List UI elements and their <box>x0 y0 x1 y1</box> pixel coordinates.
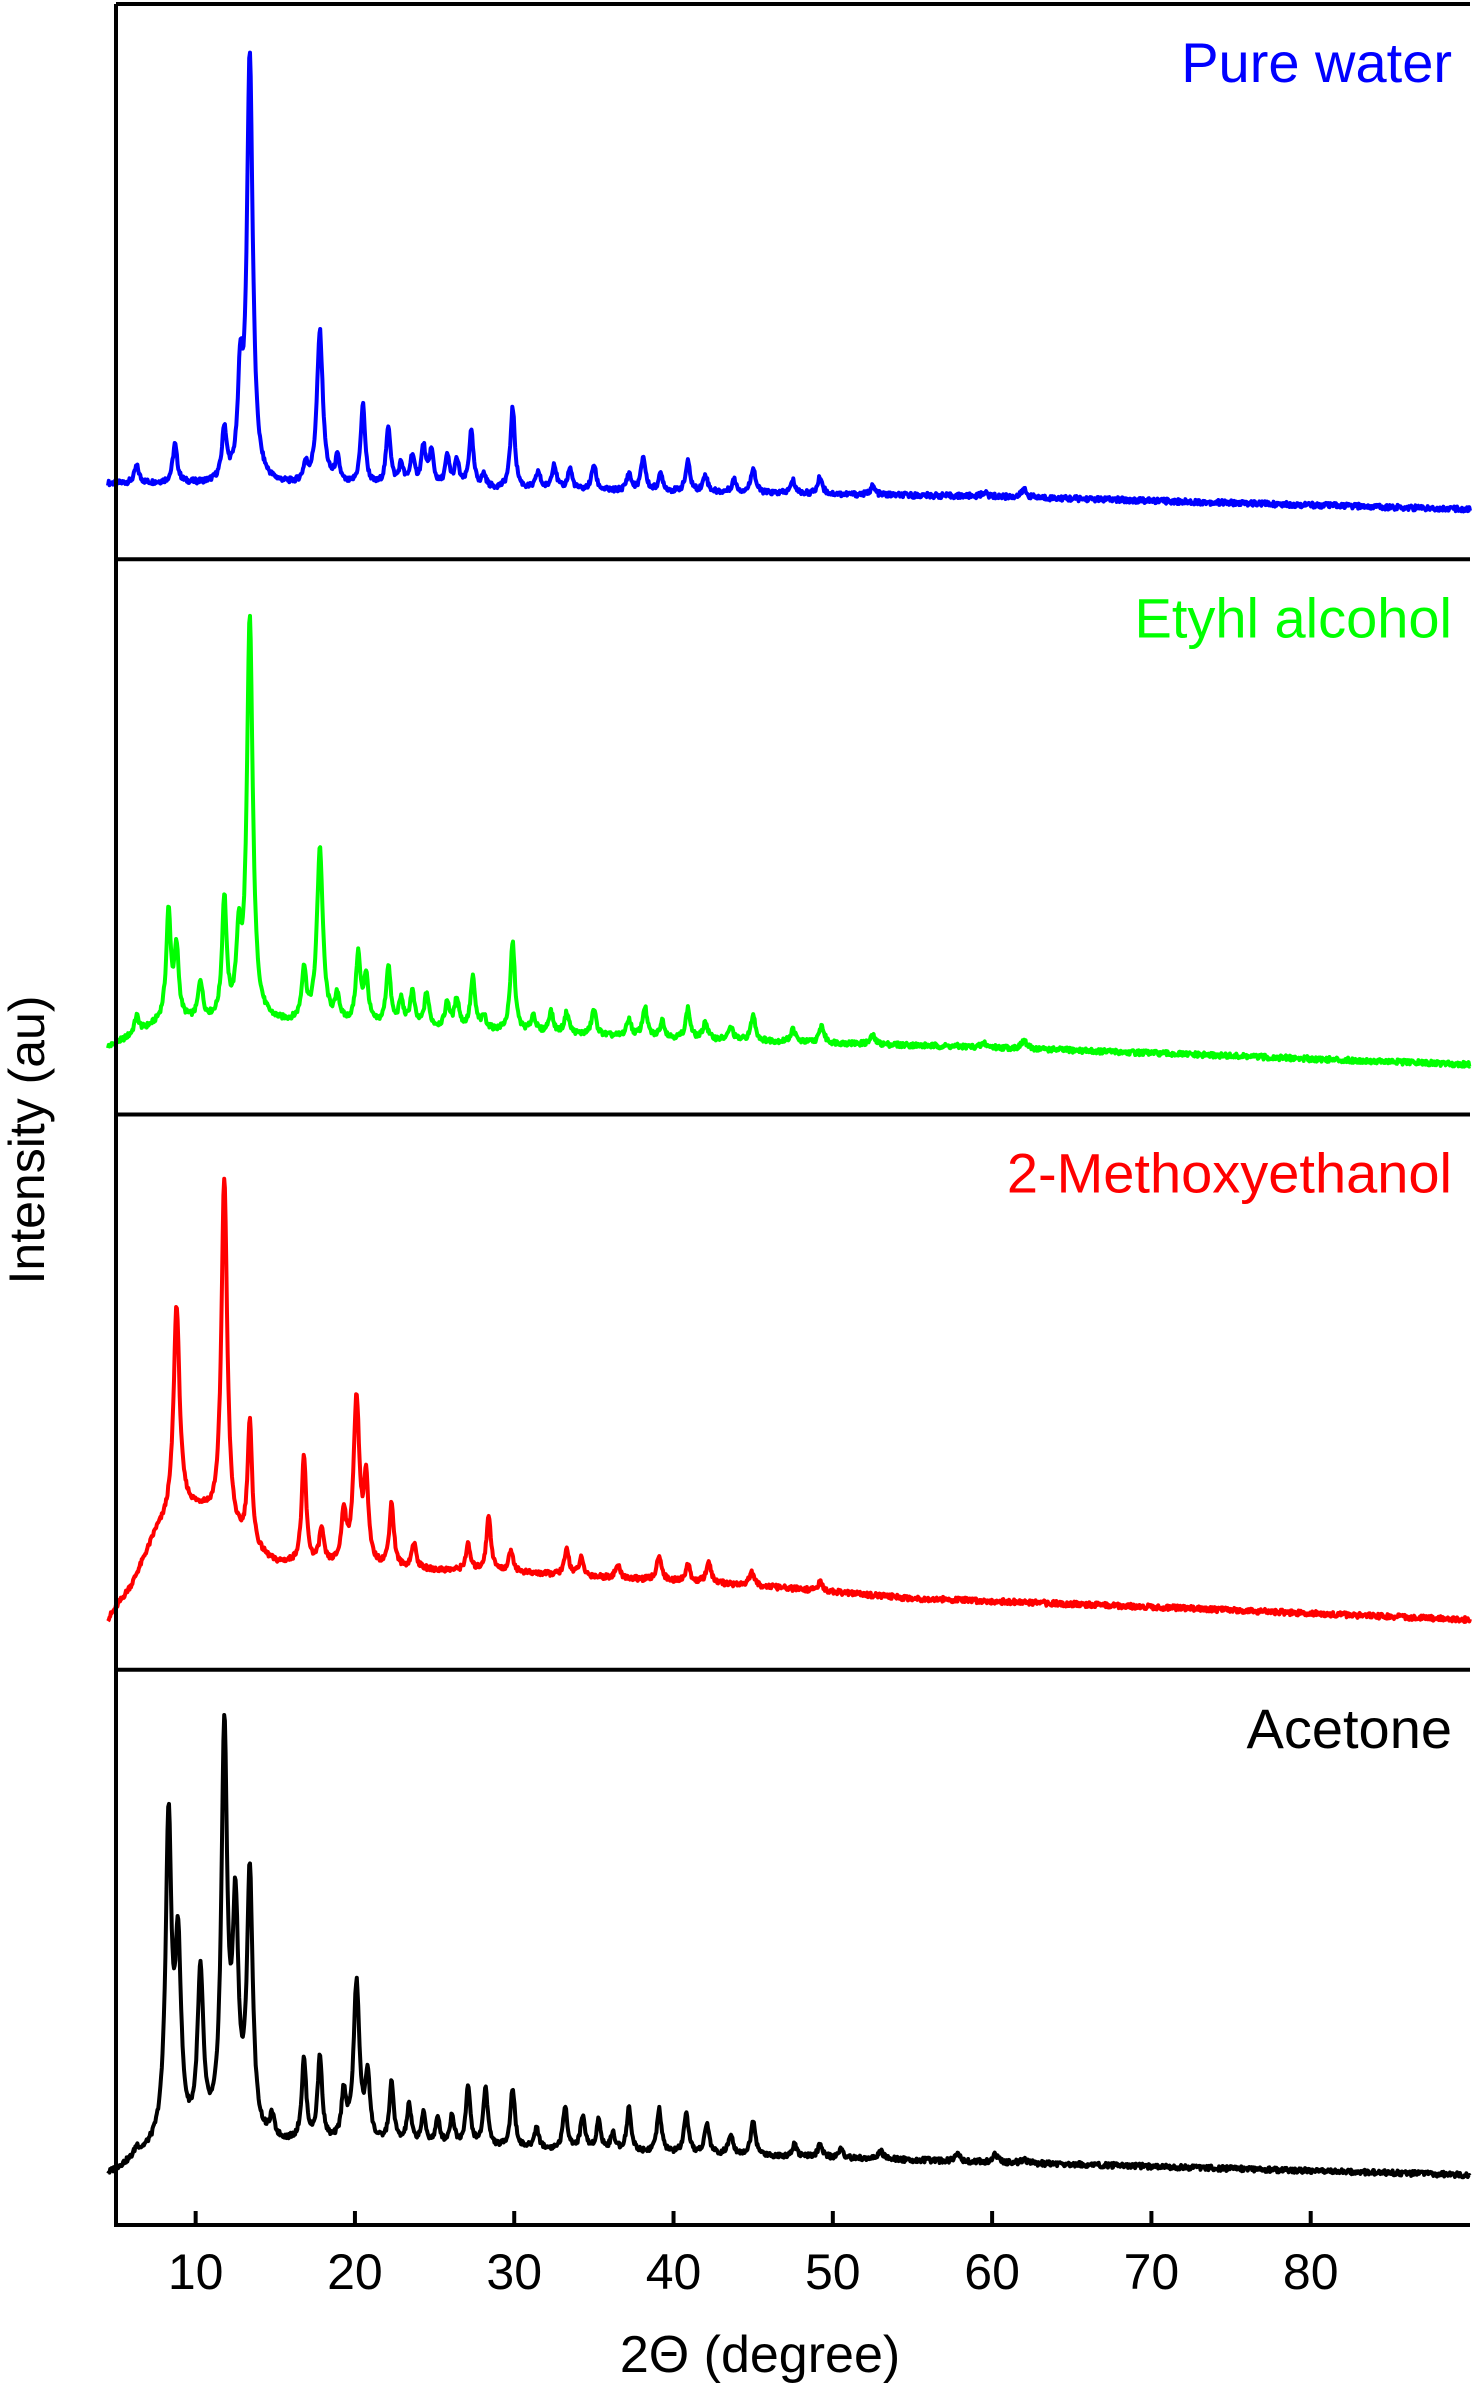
x-tick-label-70: 70 <box>1124 2244 1180 2300</box>
panel-2: Etyhl alcohol <box>106 586 1472 1069</box>
x-axis-label: 2Θ (degree) <box>620 2326 900 2384</box>
x-tick-label-60: 60 <box>964 2244 1020 2300</box>
series-line-4 <box>106 1713 1472 2180</box>
series-label-1: Pure water <box>1181 31 1452 94</box>
x-tick-label-40: 40 <box>646 2244 702 2300</box>
x-tick-label-10: 10 <box>168 2244 224 2300</box>
panel-4: Acetone <box>106 1697 1472 2180</box>
x-tick-label-30: 30 <box>486 2244 542 2300</box>
series-label-4: Acetone <box>1247 1697 1453 1760</box>
x-tick-label-80: 80 <box>1283 2244 1339 2300</box>
series-line-3 <box>106 1176 1472 1624</box>
series-label-2: Etyhl alcohol <box>1134 586 1452 649</box>
series-label-3: 2-Methoxyethanol <box>1007 1142 1452 1205</box>
y-axis-label: Intensity (au) <box>0 995 55 1284</box>
series-line-1 <box>106 50 1472 514</box>
series-line-2 <box>106 613 1472 1069</box>
x-tick-label-20: 20 <box>327 2244 383 2300</box>
panel-3: 2-Methoxyethanol <box>106 1142 1472 1624</box>
panel-1: Pure water <box>106 31 1472 514</box>
x-tick-label-50: 50 <box>805 2244 861 2300</box>
